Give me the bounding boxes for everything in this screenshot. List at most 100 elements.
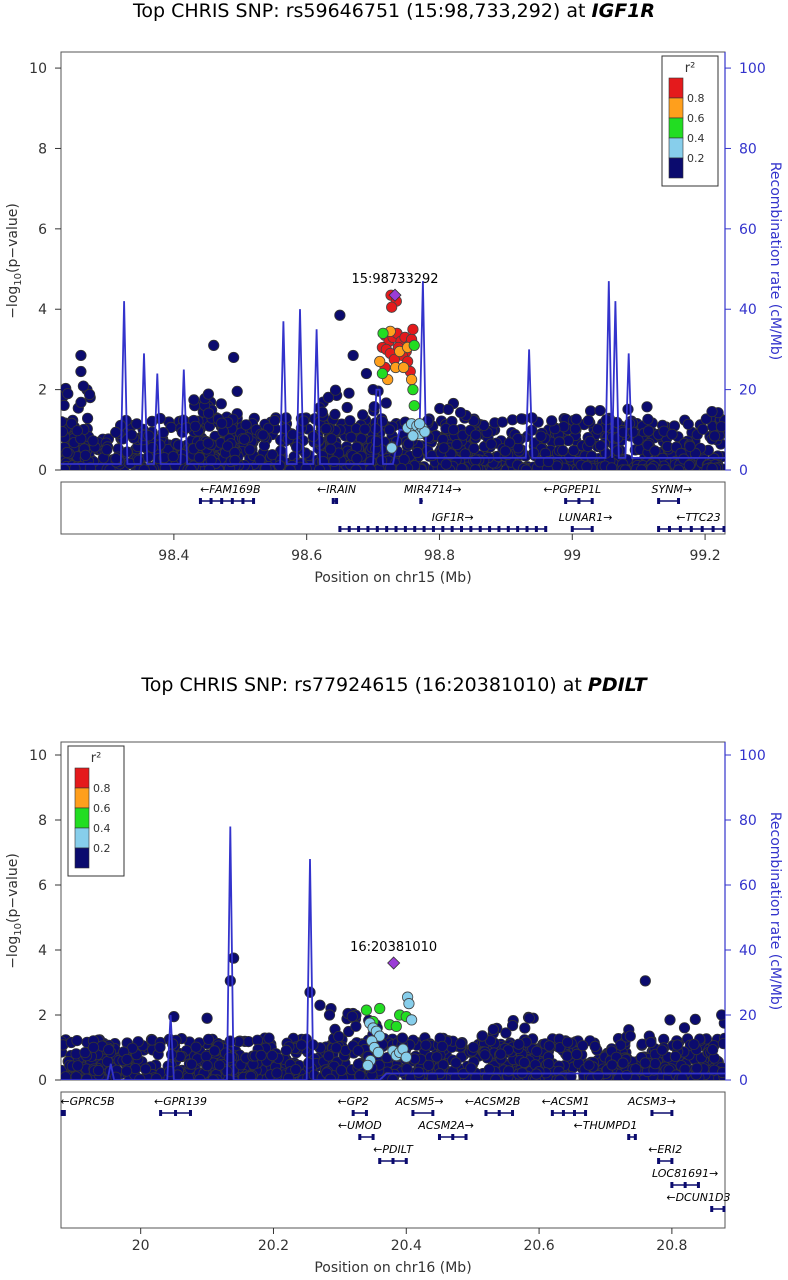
gene-exon — [450, 526, 454, 532]
snp-point — [224, 975, 236, 987]
snp-point — [682, 418, 694, 430]
snp-point-ld — [386, 442, 398, 454]
snp-point — [503, 1065, 515, 1077]
lead-snp-label: 15:98733292 — [351, 272, 438, 287]
gene-exon — [371, 1134, 375, 1140]
title-text: Top CHRIS SNP: rs59646751 (15:98,733,292… — [132, 0, 592, 22]
gene-label: ←DCUN1D3 — [666, 1191, 730, 1204]
snp-point — [323, 1009, 336, 1021]
snp-point — [467, 1041, 480, 1053]
snp-point-ld — [390, 1020, 402, 1032]
snp-point — [645, 1036, 657, 1049]
gene-label: ←GP2 — [337, 1095, 368, 1108]
snp-point — [300, 463, 312, 470]
snp-point-ld — [400, 1051, 412, 1063]
snp-point — [341, 401, 353, 414]
snp-point — [606, 462, 618, 470]
legend-swatch — [668, 157, 684, 179]
snp-point — [71, 1034, 83, 1047]
snp-point-ld — [405, 1014, 418, 1026]
snp-point — [487, 1023, 499, 1035]
y-tick-label: 0 — [38, 1073, 47, 1089]
gene-exon — [590, 498, 594, 504]
gene-exon — [689, 526, 693, 532]
recombination-line — [61, 281, 725, 465]
snp-point — [669, 1050, 682, 1062]
gene-exon — [525, 526, 529, 532]
snp-point — [519, 1022, 531, 1034]
title-text: Top CHRIS SNP: rs77924615 (16:20381010) … — [141, 674, 588, 696]
snp-point — [642, 425, 655, 437]
snp-point — [257, 429, 269, 441]
y2-tick-label: 80 — [739, 141, 757, 157]
legend-label: 0.4 — [687, 132, 705, 145]
gene-exon — [650, 1110, 654, 1116]
snp-point — [664, 1014, 676, 1026]
snp-point — [716, 1009, 725, 1021]
snp-point — [290, 1063, 302, 1076]
snp-point — [469, 464, 481, 470]
snp-point — [143, 430, 155, 442]
lead-snp-label: 16:20381010 — [350, 940, 437, 955]
snp-point — [518, 1056, 530, 1069]
legend-title: r² — [685, 61, 696, 76]
snp-point — [216, 417, 228, 429]
snp-point — [304, 986, 316, 998]
y2-tick-label: 40 — [739, 302, 757, 318]
chart-title: Top CHRIS SNP: rs59646751 (15:98,733,292… — [0, 0, 788, 22]
locuszoom-panel-igf1r: Top CHRIS SNP: rs59646751 (15:98,733,292… — [0, 0, 788, 586]
snp-point-ld — [407, 384, 419, 396]
snp-point — [359, 423, 371, 435]
title-gene: PDILT — [587, 674, 647, 696]
snp-point — [639, 1057, 651, 1069]
snp-point — [606, 1059, 618, 1071]
gene-exon — [174, 1110, 178, 1116]
snp-point — [584, 435, 596, 447]
snp-point — [513, 1038, 525, 1050]
snp-point — [62, 388, 74, 400]
snp-point — [465, 1062, 477, 1074]
snp-point — [138, 464, 150, 470]
gene-label: ←TTC23 — [676, 511, 720, 524]
snp-point — [700, 413, 712, 425]
snp-point — [582, 414, 595, 427]
snp-point — [376, 415, 389, 428]
gene-label: ←ACSM2B — [465, 1095, 521, 1108]
snp-point — [82, 412, 94, 424]
gene-exon — [670, 1182, 674, 1188]
snp-point — [515, 413, 528, 425]
gene-label: ←ACSM1 — [542, 1095, 590, 1108]
snp-point — [208, 339, 220, 352]
y-tick-label: 0 — [38, 463, 47, 479]
y2-tick-label: 100 — [739, 748, 766, 764]
snp-point-ld — [362, 1059, 374, 1071]
legend-label: 0.4 — [93, 822, 111, 835]
gene-label: ←IRAIN — [317, 483, 356, 496]
snp-point — [423, 1059, 435, 1071]
snp-point — [577, 1040, 589, 1052]
snp-point — [506, 1019, 519, 1032]
legend-swatch — [74, 787, 90, 809]
x-tick-label: 20.4 — [391, 1238, 422, 1254]
snp-point — [254, 454, 266, 466]
y2-tick-label: 0 — [739, 463, 748, 479]
snp-point — [330, 1042, 342, 1054]
y2-tick-label: 60 — [739, 222, 757, 238]
legend-title: r² — [91, 751, 102, 766]
snp-point — [557, 444, 569, 457]
gene-label: ACSM3→ — [627, 1095, 676, 1108]
snp-point — [110, 426, 122, 438]
gene-exon — [590, 526, 594, 532]
gene-exon — [511, 1110, 515, 1116]
snp-point — [238, 433, 250, 445]
snp-point — [641, 401, 653, 413]
snp-point — [411, 446, 423, 459]
snp-point — [649, 1058, 661, 1070]
snp-point — [131, 418, 143, 430]
legend-swatch — [668, 137, 684, 159]
snp-point — [455, 1038, 467, 1050]
legend-swatch — [74, 847, 90, 869]
recombination-line — [61, 826, 725, 1080]
snp-point — [459, 448, 471, 460]
snp-point — [350, 1020, 362, 1032]
